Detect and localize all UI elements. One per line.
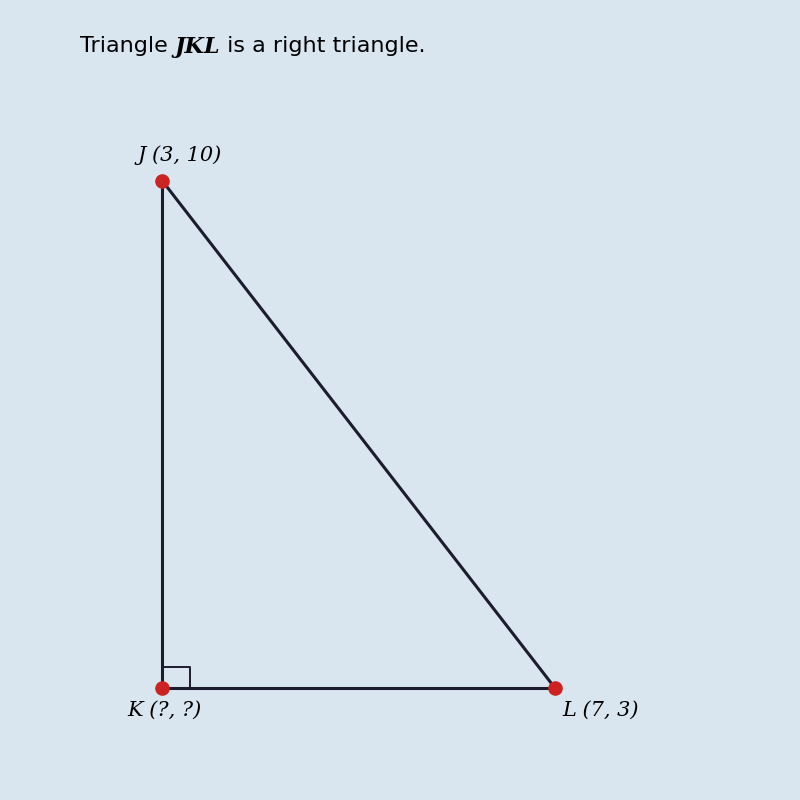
Text: K (?, ?): K (?, ?) xyxy=(128,701,202,720)
Text: J (3, 10): J (3, 10) xyxy=(138,145,222,165)
Point xyxy=(156,174,169,187)
Point xyxy=(156,681,169,694)
Text: is a right triangle.: is a right triangle. xyxy=(220,36,426,56)
Text: Triangle: Triangle xyxy=(80,36,175,56)
Text: JKL: JKL xyxy=(175,36,220,58)
Text: L (7, 3): L (7, 3) xyxy=(562,701,639,720)
Point xyxy=(548,681,561,694)
